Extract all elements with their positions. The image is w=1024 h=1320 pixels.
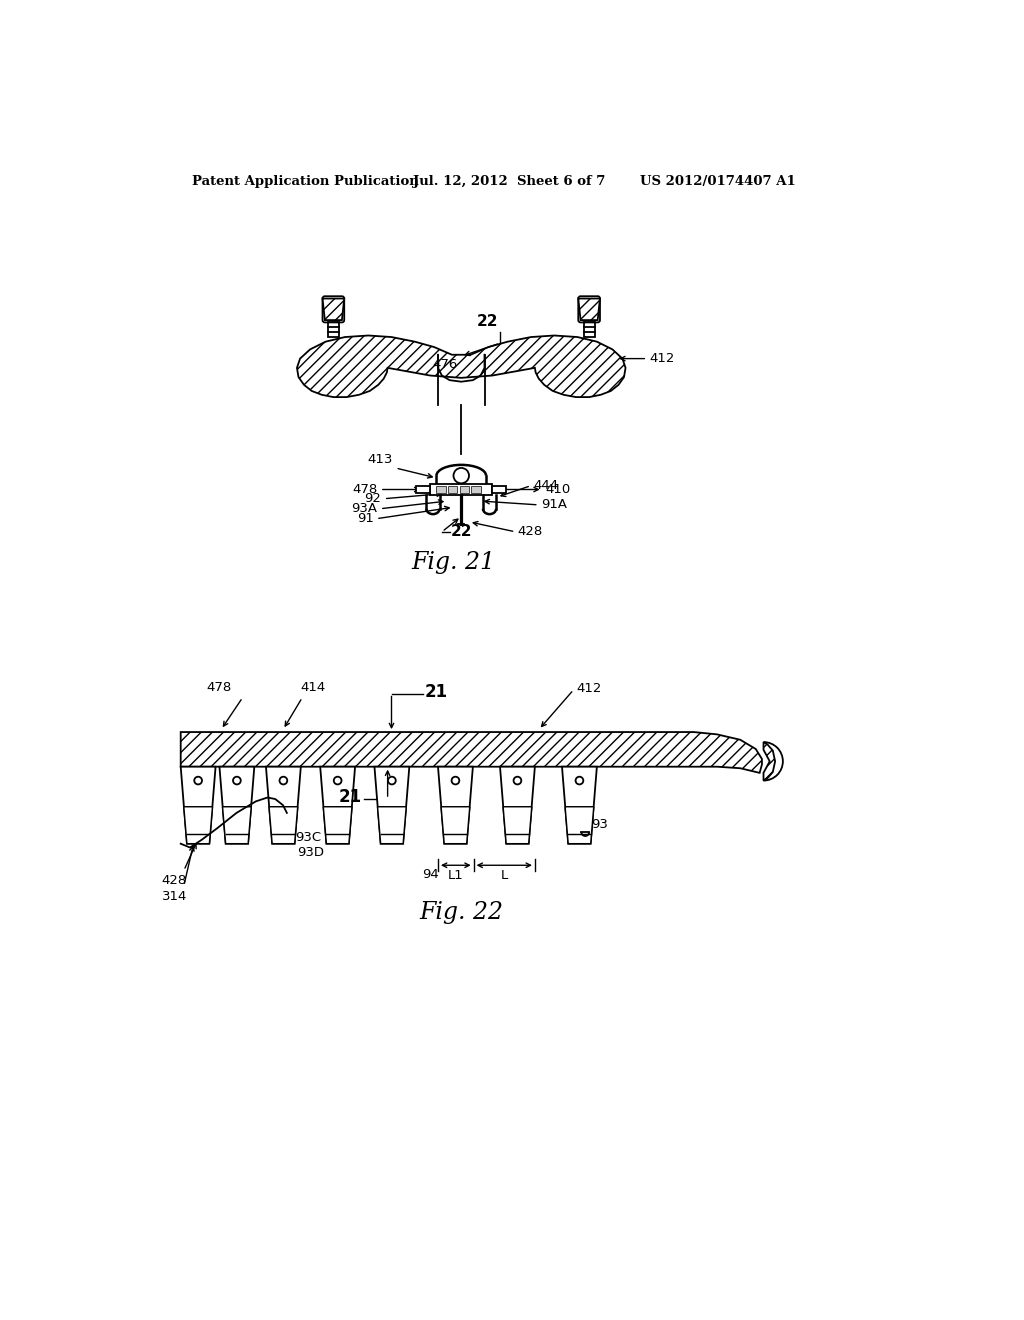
Text: 93C: 93C xyxy=(295,830,321,843)
Polygon shape xyxy=(584,321,595,337)
Text: 93A: 93A xyxy=(351,502,378,515)
FancyBboxPatch shape xyxy=(323,296,344,322)
Bar xyxy=(417,487,430,492)
Polygon shape xyxy=(438,767,473,843)
Text: 414: 414 xyxy=(300,681,326,693)
Text: Fig. 21: Fig. 21 xyxy=(412,552,496,574)
Polygon shape xyxy=(579,298,600,321)
Polygon shape xyxy=(562,767,597,843)
Polygon shape xyxy=(324,807,352,843)
Bar xyxy=(493,487,506,492)
Text: 412: 412 xyxy=(575,681,601,694)
Polygon shape xyxy=(180,733,762,774)
Text: US 2012/0174407 A1: US 2012/0174407 A1 xyxy=(640,176,796,189)
Polygon shape xyxy=(441,807,470,843)
Text: 412: 412 xyxy=(649,352,675,366)
Polygon shape xyxy=(503,807,531,843)
Text: Jul. 12, 2012  Sheet 6 of 7: Jul. 12, 2012 Sheet 6 of 7 xyxy=(414,176,605,189)
FancyBboxPatch shape xyxy=(579,296,600,322)
Text: 476: 476 xyxy=(432,358,458,371)
Text: 92: 92 xyxy=(365,492,381,506)
Text: 410: 410 xyxy=(545,483,570,496)
Polygon shape xyxy=(378,807,407,843)
Bar xyxy=(471,486,480,494)
Polygon shape xyxy=(375,767,410,843)
Text: 413: 413 xyxy=(368,453,393,466)
Text: 478: 478 xyxy=(207,681,232,693)
Bar xyxy=(436,486,445,494)
Text: 478: 478 xyxy=(352,483,378,496)
Text: Patent Application Publication: Patent Application Publication xyxy=(193,176,419,189)
Text: 91A: 91A xyxy=(541,499,567,511)
Polygon shape xyxy=(222,807,251,843)
Polygon shape xyxy=(219,767,254,843)
Text: 314: 314 xyxy=(162,890,187,903)
Text: 94: 94 xyxy=(422,869,438,882)
Text: Fig. 22: Fig. 22 xyxy=(419,902,503,924)
Text: 93: 93 xyxy=(592,818,608,832)
Text: L: L xyxy=(501,869,508,882)
Polygon shape xyxy=(323,298,344,321)
Polygon shape xyxy=(297,335,626,397)
Text: L1: L1 xyxy=(447,869,464,882)
Text: 21: 21 xyxy=(339,788,362,807)
Text: 428: 428 xyxy=(518,525,543,539)
Text: 444: 444 xyxy=(534,479,558,492)
Text: 93D: 93D xyxy=(297,846,324,859)
Polygon shape xyxy=(328,321,339,337)
Text: 22: 22 xyxy=(451,524,472,540)
Text: 428: 428 xyxy=(162,875,187,887)
Polygon shape xyxy=(565,807,594,843)
Polygon shape xyxy=(266,767,301,843)
Bar xyxy=(460,486,469,494)
Text: 21: 21 xyxy=(425,682,447,701)
Polygon shape xyxy=(183,807,212,843)
Text: 22: 22 xyxy=(477,314,499,330)
Polygon shape xyxy=(764,742,775,780)
Polygon shape xyxy=(180,767,216,843)
Bar xyxy=(449,486,458,494)
Text: 91: 91 xyxy=(356,512,374,525)
Bar xyxy=(430,484,493,495)
Polygon shape xyxy=(269,807,298,843)
Polygon shape xyxy=(321,767,355,843)
Polygon shape xyxy=(500,767,535,843)
